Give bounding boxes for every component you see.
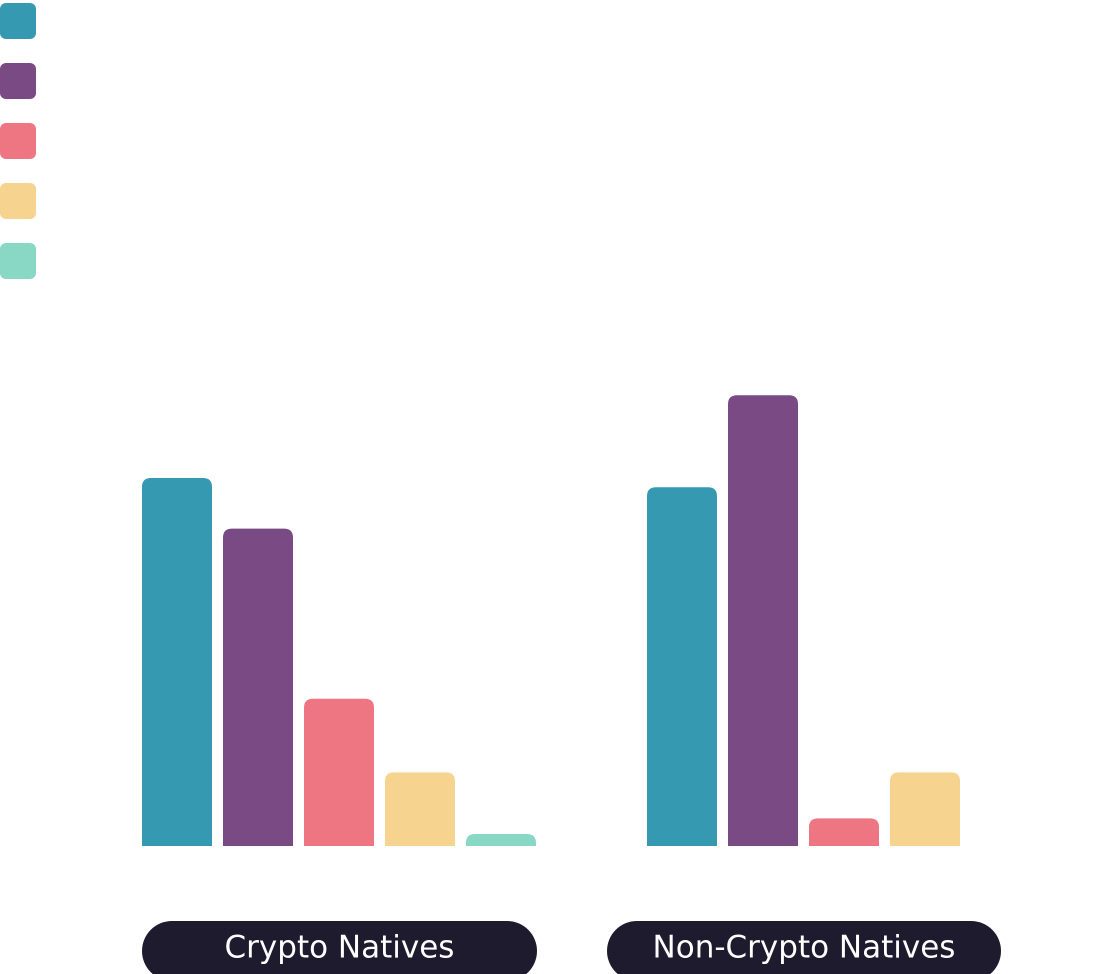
category-pill xyxy=(607,921,1001,974)
bar xyxy=(385,772,455,846)
x-tick-label: Crypto Natives xyxy=(225,930,455,966)
category-pill xyxy=(142,921,537,974)
bar xyxy=(890,772,960,846)
legend-swatch xyxy=(0,3,36,39)
bar xyxy=(647,487,717,846)
legend-swatch xyxy=(0,243,36,279)
bar xyxy=(809,818,879,846)
x-tick-label: Non-Crypto Natives xyxy=(653,930,956,966)
legend-swatch xyxy=(0,63,36,99)
bar xyxy=(223,528,293,846)
bar xyxy=(466,834,536,846)
legend-swatch xyxy=(0,183,36,219)
legend-swatch xyxy=(0,123,36,159)
bar xyxy=(304,698,374,846)
bar xyxy=(142,478,212,846)
bar xyxy=(728,395,798,846)
